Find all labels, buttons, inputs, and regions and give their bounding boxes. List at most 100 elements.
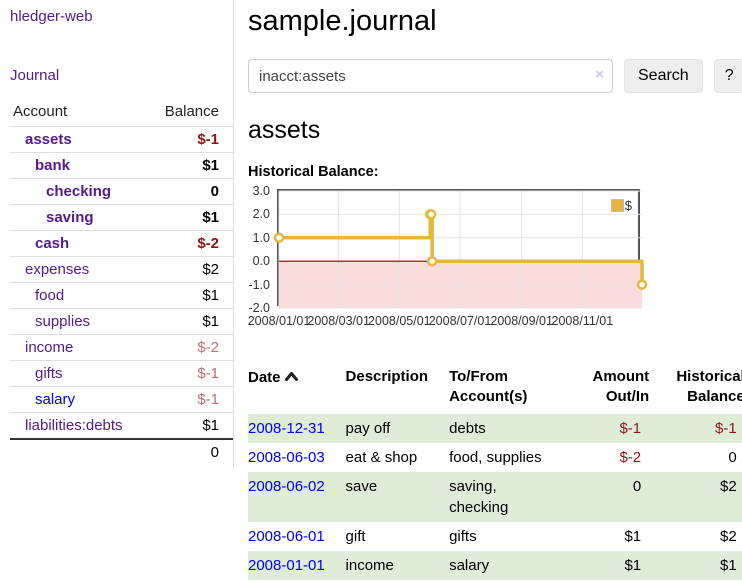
- y-tick-label: 0.0: [252, 254, 270, 269]
- account-link[interactable]: supplies: [35, 313, 91, 330]
- account-balance: $-2: [146, 334, 233, 361]
- transaction-description: income: [345, 556, 394, 574]
- transaction-row: 2008-06-01 gift gifts $1 $2: [248, 522, 742, 551]
- transaction-accounts: saving, checking: [449, 477, 509, 516]
- y-tick-label: 1.0: [252, 230, 270, 245]
- search-bar: × Search ?: [248, 59, 742, 93]
- transaction-balance: $1: [720, 556, 737, 574]
- accounts-header-balance: Balance: [164, 103, 219, 120]
- transactions-table-body: 2008-12-31 pay off debts $-1 $-1 2008-06-03 ea…: [248, 413, 742, 580]
- accounts-table-body: assets $-1 bank $1 checking 0 saving $1 cash $-2 e…: [10, 126, 233, 439]
- accounts-total-row: 0: [10, 438, 233, 465]
- transactions-header-row: Date Description To/From Account(s) Amou…: [248, 364, 742, 414]
- account-row: bank $1: [10, 152, 233, 179]
- clear-search-icon[interactable]: ×: [595, 66, 604, 83]
- y-tick-label: 3.0: [252, 184, 270, 198]
- sidebar-item-journal[interactable]: Journal: [10, 67, 60, 84]
- account-link[interactable]: cash: [35, 235, 70, 252]
- transaction-description: eat & shop: [345, 448, 418, 466]
- account-link[interactable]: saving: [46, 209, 94, 226]
- transaction-description: pay off: [345, 419, 391, 437]
- account-balance: $2: [146, 256, 233, 283]
- account-balance: $1: [146, 308, 233, 335]
- account-link[interactable]: food: [35, 287, 65, 304]
- account-link[interactable]: liabilities:debts: [25, 417, 123, 434]
- transaction-row: 2008-06-02 save saving, checking 0 $2: [248, 471, 742, 522]
- transaction-description: save: [345, 477, 378, 495]
- transaction-date-link[interactable]: 2008-06-02: [248, 477, 325, 495]
- x-tick-label: 2008/05/01: [368, 314, 431, 328]
- transaction-accounts: salary: [449, 556, 490, 574]
- account-link[interactable]: income: [25, 339, 74, 356]
- account-link[interactable]: checking: [46, 183, 112, 200]
- account-balance: $1: [146, 282, 233, 309]
- header-date[interactable]: Date: [248, 364, 346, 414]
- account-link[interactable]: gifts: [35, 365, 63, 382]
- account-row: gifts $-1: [10, 360, 233, 387]
- transaction-accounts: debts: [449, 419, 486, 437]
- account-row: saving $1: [10, 204, 233, 231]
- accounts-header-account: Account: [13, 103, 68, 120]
- app-title-link[interactable]: hledger-web: [10, 8, 93, 25]
- transaction-date-link[interactable]: 2008-06-03: [248, 448, 325, 466]
- accounts-table: Account Balance assets $-1 bank $1 checking 0…: [10, 100, 233, 465]
- account-balance: 0: [146, 178, 233, 205]
- transaction-amount: $-2: [619, 448, 642, 466]
- accounts-total-value: 0: [146, 438, 233, 465]
- transaction-balance: $2: [720, 477, 737, 495]
- transaction-date-link[interactable]: 2008-06-01: [248, 527, 325, 545]
- account-balance: $-1: [146, 126, 233, 153]
- account-link[interactable]: bank: [35, 157, 71, 174]
- sidebar: hledger-web Journal Account Balance asse…: [0, 0, 234, 467]
- main-content: sample.journal × Search ? assets Histori…: [234, 0, 742, 580]
- account-row: food $1: [10, 282, 233, 309]
- chart-x-labels: 2008/01/01 2008/03/01 2008/05/01 2008/07/01…: [248, 314, 642, 330]
- sort-asc-icon: [284, 367, 298, 387]
- x-tick-label: 2008/03/01: [307, 314, 370, 328]
- account-balance: $1: [146, 204, 233, 231]
- search-input[interactable]: [248, 59, 613, 93]
- account-balance: $-1: [146, 386, 233, 413]
- x-tick-label: 2008/01/01: [247, 314, 311, 328]
- account-balance: $-2: [146, 230, 233, 257]
- account-link[interactable]: assets: [25, 131, 72, 148]
- account-row: salary $-1: [10, 386, 233, 413]
- account-row: liabilities:debts $1: [10, 412, 233, 439]
- account-balance: $1: [146, 152, 233, 179]
- transaction-description: gift: [345, 527, 366, 545]
- transactions-table: Date Description To/From Account(s) Amou…: [248, 364, 742, 580]
- account-row: cash $-2: [10, 230, 233, 257]
- transaction-balance: 0: [728, 448, 737, 466]
- help-button[interactable]: ?: [713, 59, 742, 93]
- header-tofrom-accounts: To/From Account(s): [449, 368, 528, 406]
- transaction-row: 2008-12-31 pay off debts $-1 $-1: [248, 413, 742, 443]
- account-balance: $1: [146, 412, 233, 439]
- account-row: assets $-1: [10, 126, 233, 153]
- account-row: income $-2: [10, 334, 233, 361]
- transaction-row: 2008-01-01 income salary $1 $1: [248, 550, 742, 580]
- header-amount-outin: Amount Out/In: [592, 368, 650, 406]
- transaction-date-link[interactable]: 2008-12-31: [248, 419, 325, 437]
- page-title: sample.journal: [248, 5, 437, 37]
- account-row: checking 0: [10, 178, 233, 205]
- chart-y-labels: 3.0 2.0 1.0 0.0 -1.0 -2.0: [248, 184, 273, 315]
- transaction-accounts: food, supplies: [449, 448, 542, 466]
- account-row: supplies $1: [10, 308, 233, 335]
- transaction-amount: $1: [624, 556, 642, 574]
- transaction-row: 2008-06-03 eat & shop food, supplies $-2 0: [248, 443, 742, 472]
- account-link[interactable]: expenses: [25, 261, 90, 278]
- account-heading: assets: [248, 116, 321, 144]
- x-tick-label: 2008/09/01: [490, 314, 553, 328]
- chart-title: Historical Balance:: [248, 164, 379, 180]
- search-button[interactable]: Search: [624, 59, 703, 93]
- transaction-amount: 0: [632, 477, 642, 495]
- y-tick-label: -1.0: [248, 277, 270, 292]
- header-historical-balance: Historical Balance: [676, 368, 742, 406]
- chart-svg: [273, 189, 648, 309]
- account-balance: $-1: [146, 360, 233, 387]
- transaction-balance: $2: [720, 527, 737, 545]
- transaction-balance: $-1: [715, 419, 737, 437]
- transaction-date-link[interactable]: 2008-01-01: [248, 556, 325, 574]
- transaction-amount: $-1: [619, 419, 642, 437]
- account-link[interactable]: salary: [35, 391, 76, 408]
